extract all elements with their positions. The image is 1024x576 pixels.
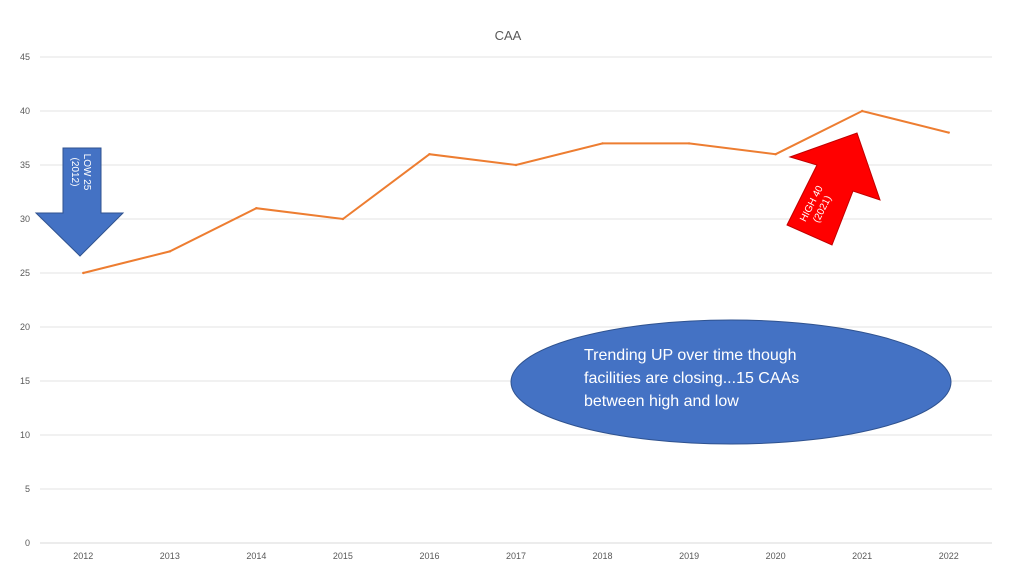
x-tick-label: 2020 <box>766 551 786 561</box>
y-tick-label: 40 <box>20 106 30 116</box>
y-tick-label: 10 <box>20 430 30 440</box>
x-tick-label: 2015 <box>333 551 353 561</box>
data-point-2014 <box>255 207 258 210</box>
series-points <box>82 109 950 275</box>
data-point-2016 <box>428 153 431 156</box>
data-point-2013 <box>168 250 172 253</box>
x-tick-label: 2014 <box>246 551 266 561</box>
x-tick-label: 2018 <box>593 551 613 561</box>
data-point-2022 <box>947 131 950 134</box>
y-tick-label: 5 <box>25 484 30 494</box>
callout-line-3: between high and low <box>584 393 739 410</box>
callout-line-2: facilities are closing...15 CAAs <box>584 370 799 387</box>
y-tick-label: 45 <box>20 52 30 62</box>
data-point-2019 <box>687 142 691 145</box>
y-axis-ticks: 0 5 10 15 20 25 30 35 40 45 <box>20 52 30 548</box>
x-tick-label: 2021 <box>852 551 872 561</box>
x-tick-label: 2022 <box>939 551 959 561</box>
callout-line-1: Trending UP over time though <box>584 347 797 364</box>
low-annotation-arrow: LOW 25 (2012) <box>34 147 125 257</box>
gridlines <box>40 56 992 490</box>
y-tick-label: 25 <box>20 268 30 278</box>
x-axis-ticks: 2012 2013 2014 2015 2016 2017 2018 2019 2020 2021… <box>73 551 958 561</box>
data-point-2021 <box>860 109 864 113</box>
data-point-2017 <box>514 163 518 167</box>
y-tick-label: 35 <box>20 160 30 170</box>
x-tick-label: 2019 <box>679 551 699 561</box>
x-tick-label: 2017 <box>506 551 526 561</box>
callout-ellipse <box>510 319 952 445</box>
data-point-2012 <box>82 271 85 275</box>
high-annotation-arrow: HIGH 40 (2021) <box>786 132 881 246</box>
down-arrow-icon <box>34 147 125 257</box>
low-label-line1: LOW 25 <box>81 154 92 191</box>
y-tick-label: 30 <box>20 214 30 224</box>
up-arrow-icon <box>786 132 881 246</box>
y-tick-label: 15 <box>20 376 30 386</box>
x-tick-label: 2016 <box>419 551 439 561</box>
y-tick-label: 20 <box>20 322 30 332</box>
x-tick-label: 2012 <box>73 551 93 561</box>
trend-callout: Trending UP over time though facilities … <box>510 319 952 445</box>
x-tick-label: 2013 <box>160 551 180 561</box>
data-point-2015 <box>341 217 345 221</box>
y-tick-label: 0 <box>25 538 30 548</box>
data-point-2020 <box>774 153 777 156</box>
low-label-line2: (2012) <box>69 158 80 187</box>
chart-title: CAA <box>495 28 522 43</box>
data-point-2018 <box>601 142 604 145</box>
